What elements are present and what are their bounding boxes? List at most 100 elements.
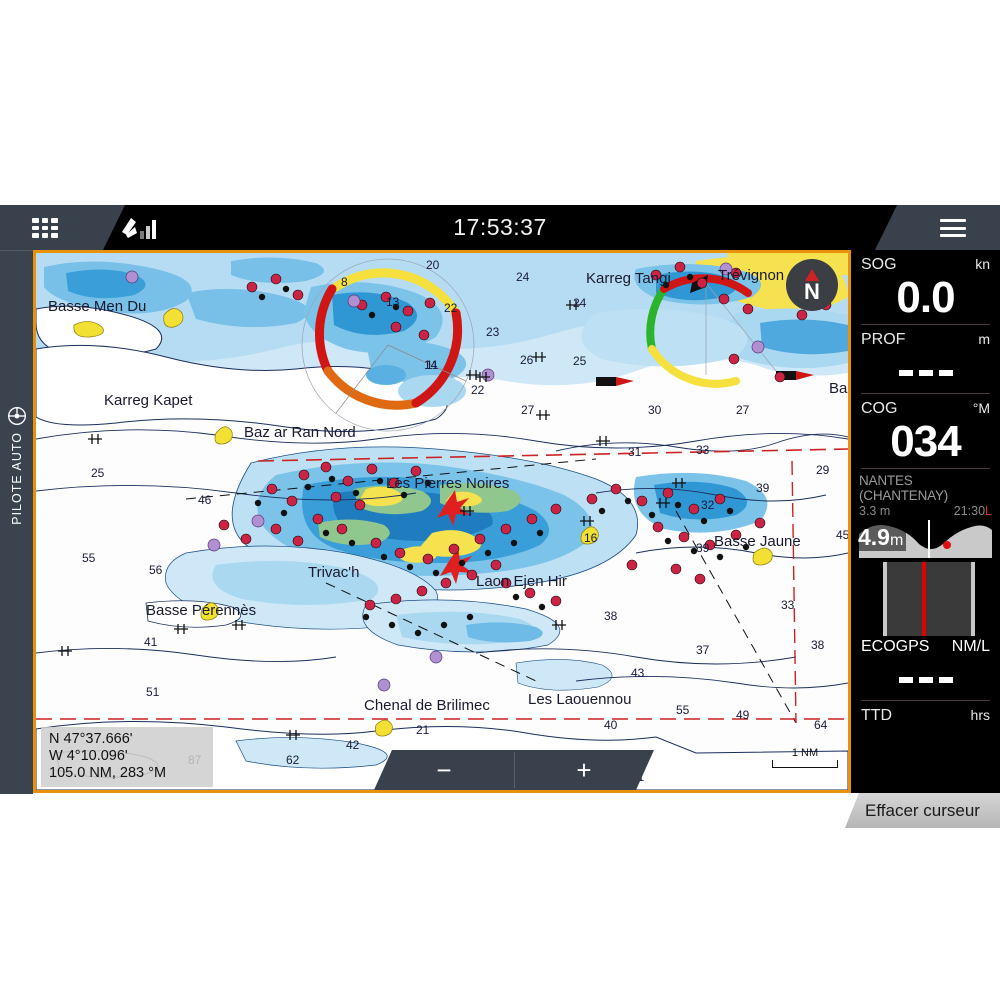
depth-sounding: 22 (471, 383, 485, 397)
instrument-cog[interactable]: COG °M 034 (851, 394, 1000, 466)
sog-unit: kn (975, 256, 990, 272)
depth-sounding: 8 (341, 275, 348, 289)
zoom-controls: − + (374, 750, 654, 790)
chart-place-label: Baz ar Ran Nord (244, 424, 356, 441)
chart-place-label: Karreg Kapet (104, 392, 193, 409)
tide-event-time: 21:30 (953, 504, 986, 518)
tide-current-height: 4.9m (855, 524, 907, 551)
hamburger-menu-icon[interactable] (940, 219, 966, 237)
divider (861, 700, 990, 701)
scale-bar-label: 1 NM (791, 747, 819, 759)
cursor-longitude: W 4°10.096' (49, 748, 128, 764)
instrument-sog[interactable]: SOG kn 0.0 (851, 250, 1000, 322)
chartplotter-screen: 17:53:37 PILOTE AUTO (0, 205, 1000, 828)
ttd-label: TTD (861, 707, 893, 724)
depth-sounding: 20 (426, 258, 440, 272)
chart-place-label: Chenal de Brilimec (364, 697, 490, 714)
topbar-left-wing (0, 205, 125, 250)
sog-label: SOG (861, 256, 897, 273)
chart-place-label: Trévignon (718, 267, 785, 284)
gauge-needle (922, 562, 926, 636)
chart-place-label: Basse Jaune (714, 533, 801, 550)
cog-value: 034 (890, 417, 961, 466)
scale-bar-line (772, 760, 838, 768)
depth-sounding: 37 (696, 643, 710, 657)
instrument-ttd[interactable]: TTD hrs (851, 701, 1000, 725)
depth-sounding: 14 (424, 358, 438, 372)
chart-place-label: Basse Pérennès (146, 602, 257, 619)
cursor-position-readout: N 47°37.666' W 4°10.096' 105.0 NM, 283 °… (41, 727, 213, 787)
depth-sounding: 24 (573, 296, 587, 310)
prof-label: PROF (861, 331, 906, 348)
depth-sounding: 42 (346, 738, 360, 752)
depth-sounding: 46 (198, 493, 212, 507)
north-letter: N (804, 278, 820, 304)
divider (861, 393, 990, 394)
nautical-chart-canvas[interactable] (36, 253, 848, 790)
gauge-track (883, 562, 975, 636)
cog-unit: °M (972, 400, 990, 416)
chart-place-label: Karreg Tangi (586, 270, 671, 287)
depth-sounding: 25 (573, 354, 587, 368)
top-status-bar: 17:53:37 (0, 205, 1000, 250)
chart-place-label: Les Laouennou (528, 691, 632, 708)
grid-apps-icon[interactable] (32, 218, 58, 238)
ttd-unit: hrs (970, 707, 990, 723)
steering-wheel-icon (7, 407, 26, 425)
autopilot-sidebar[interactable]: PILOTE AUTO (0, 250, 33, 794)
zoom-in-button[interactable]: + (514, 750, 654, 790)
scale-bar: 1 NM (772, 747, 838, 768)
depth-sounding: 40 (604, 718, 618, 732)
chart-place-label: Trivac'h (308, 564, 360, 581)
satellite-signal-icon[interactable] (118, 215, 166, 241)
tide-event-type: L (985, 504, 992, 518)
depth-sounding: 16 (584, 531, 598, 545)
depth-sounding: 33 (781, 598, 795, 612)
depth-sounding: 55 (82, 551, 96, 565)
fuel-economy-gauge[interactable] (861, 562, 990, 636)
tide-widget[interactable]: NANTES (CHANTENAY) 3.3 m 21:30L 4.9m (851, 469, 1000, 558)
chart-view[interactable]: Basse Men Du Karreg Kapet Baz ar Ran Nord K… (33, 250, 851, 793)
divider (861, 468, 990, 469)
gauge-left-label: ECOGPS (861, 638, 930, 655)
prof-unit: m (978, 331, 990, 347)
depth-sounding: 26 (520, 353, 534, 367)
clock-time: 17:53:37 (453, 214, 547, 240)
depth-sounding: 22 (444, 301, 458, 315)
gauge-right-label: NM/L (951, 638, 990, 655)
cog-label: COG (861, 400, 898, 417)
depth-sounding: 62 (286, 753, 300, 767)
zoom-out-button[interactable]: − (374, 750, 514, 790)
depth-sounding: 29 (816, 463, 830, 477)
divider (861, 324, 990, 325)
depth-sounding: 24 (516, 270, 530, 284)
sog-value: 0.0 (896, 273, 955, 322)
fuel-value-blank (861, 656, 990, 698)
topbar-right-wing (875, 205, 1000, 250)
tide-min-height: 3.3 m (859, 504, 891, 518)
depth-sounding: 64 (814, 718, 828, 732)
depth-sounding: 49 (736, 708, 750, 722)
north-arrow-icon (805, 268, 819, 281)
chart-place-label: Basse Men Du (48, 298, 147, 315)
depth-sounding: 43 (631, 666, 645, 680)
zoom-separator (514, 752, 515, 788)
depth-sounding: 38 (811, 638, 825, 652)
depth-sounding: 13 (386, 295, 400, 309)
clear-cursor-button[interactable]: Effacer curseur (845, 793, 1000, 828)
instrument-prof[interactable]: PROF m (851, 325, 1000, 391)
depth-sounding: 45 (836, 528, 850, 542)
chart-place-label: Laon Ejen Hir (476, 573, 567, 590)
depth-sounding: 38 (604, 609, 618, 623)
depth-sounding: 41 (144, 635, 158, 649)
north-compass-icon[interactable]: N (786, 259, 838, 311)
depth-sounding: 21 (416, 723, 430, 737)
prof-value-blank (861, 349, 990, 391)
depth-sounding: 23 (486, 325, 500, 339)
autopilot-label: PILOTE AUTO (9, 432, 24, 525)
depth-sounding: 25 (91, 466, 105, 480)
depth-sounding: 56 (149, 563, 163, 577)
chart-place-label: Les Pierres Noires (386, 475, 510, 492)
depth-sounding: 51 (146, 685, 160, 699)
